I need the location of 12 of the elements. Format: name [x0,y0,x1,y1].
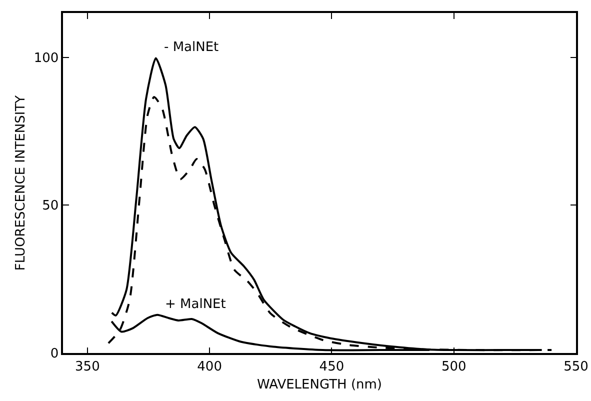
x-tick-label: 500 [441,359,466,374]
series-label: + MalNEt [165,297,226,312]
x-tick-label: 450 [319,359,344,374]
y-tick-label: 0 [50,346,59,362]
x-tick-label: 400 [197,359,222,374]
y-tick-label: 100 [34,50,59,66]
y-axis-title: FLUORESCENCE INTENSITY [13,95,28,271]
series-label: - MalNEt [164,40,219,55]
x-tick-label: 550 [564,359,588,374]
x-axis-title: WAVELENGTH (nm) [257,377,382,392]
x-tick-label: 350 [75,359,100,374]
y-tick-label: 50 [42,198,59,214]
